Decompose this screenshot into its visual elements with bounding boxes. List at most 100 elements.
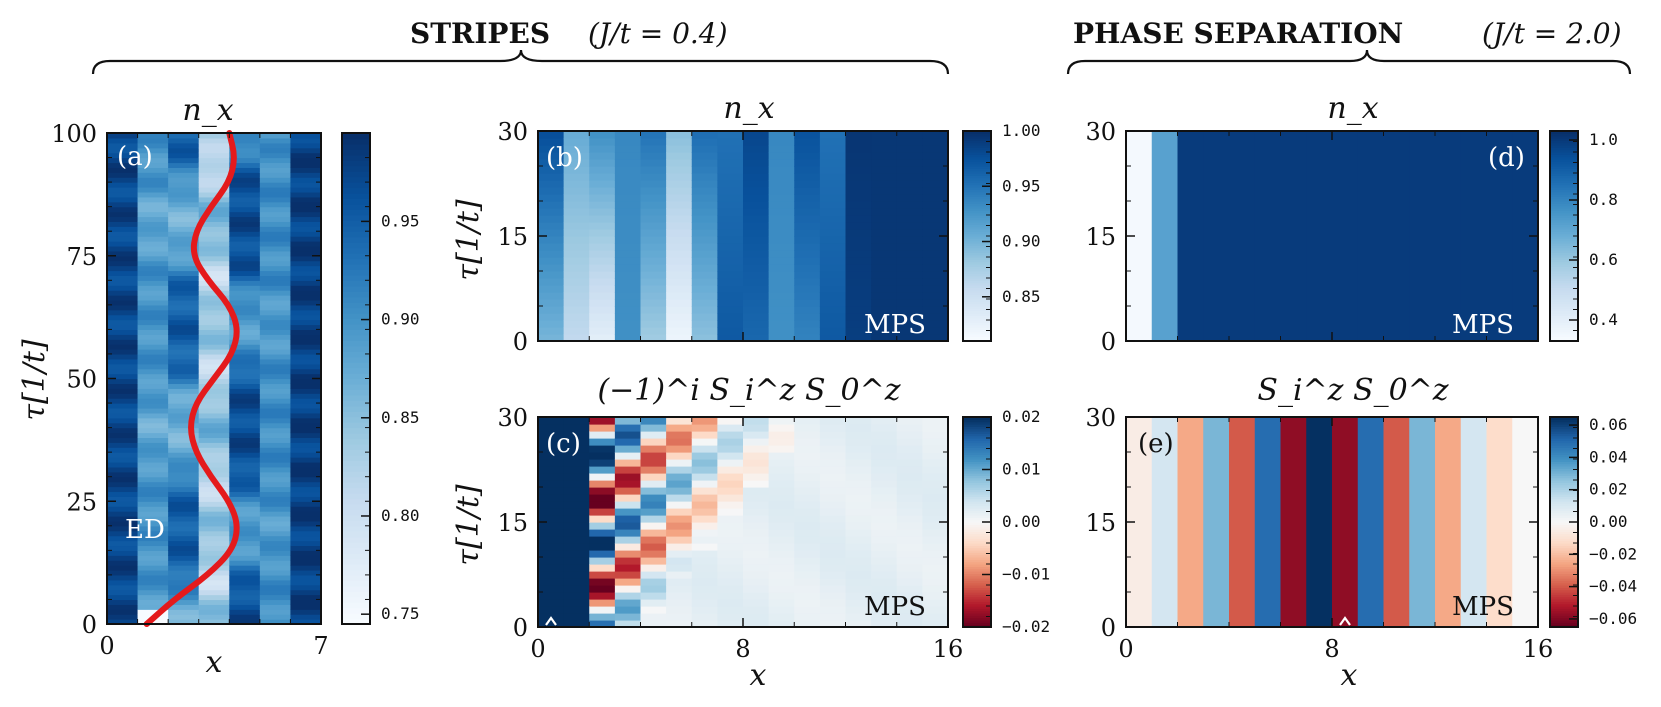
panel-a-cell [137,555,169,561]
panel-a-colorbar-gradient-step [342,405,370,412]
panel-b-cell [640,201,667,209]
panel-a-cell [168,555,200,561]
panel-b-cell [768,334,795,342]
panel-b-cell [922,285,949,293]
panel-c-colorbar-gradient-step [963,498,991,502]
panel-b-cell [589,334,616,342]
panel-b-cell [589,292,616,300]
panel-a-cell [168,599,200,605]
panel-a-cell [137,511,169,517]
panel-c-cell [589,508,616,516]
panel-a-cell [290,599,322,605]
panel-c-cell [743,501,770,509]
panel-a-cell [137,501,169,507]
panel-e-colorbar-tick-label: 0.00 [1589,512,1628,531]
panel-a-cell [229,530,261,537]
panel-e-x-tick-label: 8 [1324,635,1339,663]
panel-b-colorbar-gradient-step [963,191,991,195]
panel-d-colorbar-gradient-step [1550,280,1578,284]
panel-c-cell [640,620,667,628]
panel-d-colorbar-gradient-step [1550,184,1578,188]
panel-a-cell [107,295,139,301]
panel-a-cell [290,476,322,483]
panel-b-cell [589,271,616,279]
panel-a-cell [198,491,230,497]
panel-c-cell [589,473,616,481]
panel-b-colorbar-gradient-step [963,303,991,307]
panel-a-cell [290,226,322,232]
panel-c-cell [845,445,872,453]
panel-e-colorbar-gradient-step [1550,489,1578,493]
panel-c-cell [768,501,795,509]
panel-c-cell [845,613,872,621]
panel-a-cell [168,280,200,286]
panel-a-colorbar-gradient-step [342,220,370,227]
panel-a-cell [168,363,200,370]
panel-a-cell [168,177,200,183]
panel-a-cell [107,172,139,178]
panel-a-cell [107,329,139,335]
panel-b-cell [922,145,949,153]
panel-b-cell [768,264,795,272]
panel-c-cell [819,508,847,516]
panel-a-cell [198,221,230,227]
panel-a-cell [290,290,322,296]
panel-b-cell [614,222,642,230]
panel-b-cell [768,201,795,209]
panel-c-cell [538,417,565,425]
panel-c-colorbar-gradient-step [963,589,991,593]
panel-b-cell [819,145,847,153]
panel-a-cell [259,614,292,620]
panel-c-colorbar-gradient-step [963,536,991,539]
panel-c-cell [743,606,770,614]
panel-a-cell [107,383,139,389]
panel-a-cell [107,378,139,385]
panel-c-cell [538,550,565,558]
panel-a-cell [107,196,139,203]
panel-a-cell [168,614,200,620]
panel-b-cell [896,292,923,300]
panel-e-colorbar-gradient-step [1550,613,1578,616]
panel-b-cell [640,320,667,328]
panel-a-cell [229,437,261,443]
panel-c-cell [743,564,770,572]
panel-c-cell [640,557,667,565]
panel-b-cell [794,285,821,293]
panel-c-colorbar-gradient-step [963,517,991,521]
panel-a-cell [137,324,169,330]
panel-a-colorbar-gradient-step [342,427,370,434]
panel-b-cell [922,138,949,146]
panel-d-colorbar-gradient-step [1550,289,1578,293]
panel-c-cell [691,529,718,537]
panel-c-cell [691,578,718,586]
panel-b-cell [922,159,949,167]
panel-b-cell [717,334,744,342]
panel-a-cell [137,260,169,267]
panel-a-cell [137,407,169,414]
panel-a-colorbar-gradient-step [342,258,370,265]
panel-d-cell [1254,131,1282,342]
panel-a-cell [290,182,322,188]
panel-c-cell [614,578,642,586]
panel-d-colorbar-gradient-step [1550,259,1578,263]
panel-c-cell [871,529,898,537]
panel-b-cell [743,222,770,230]
panel-b-cell [896,250,923,258]
panel-a-cell [290,589,322,596]
panel-a-cell [137,506,169,512]
panel-a-cell [290,604,322,610]
panel-a-cell [168,255,200,262]
panel-b-cell [819,131,847,139]
panel-a-cell [168,196,200,203]
panel-c-cell [896,515,923,523]
panel-c-cell [666,571,693,579]
panel-c-cell [589,543,616,551]
panel-b-cell [538,313,565,321]
panel-c-colorbar-gradient-step [963,487,991,490]
panel-c-colorbar-gradient-step [963,599,991,602]
panel-c-cell [794,438,821,446]
panel-a-colorbar-gradient-step [342,133,370,140]
panel-b-cell [922,264,949,272]
panel-b-colorbar-gradient-step [963,208,991,211]
panel-c-cell [538,487,565,495]
